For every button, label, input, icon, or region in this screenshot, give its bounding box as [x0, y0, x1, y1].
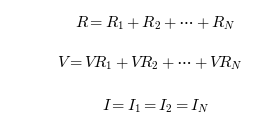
Text: $I = I_1 = I_2 = I_N$: $I = I_1 = I_2 = I_N$: [102, 97, 209, 115]
Text: $V = VR_1 + VR_2 + \cdots + VR_N$: $V = VR_1 + VR_2 + \cdots + VR_N$: [57, 54, 242, 72]
Text: $R = R_1 + R_2 + \cdots + R_N$: $R = R_1 + R_2 + \cdots + R_N$: [75, 14, 235, 32]
